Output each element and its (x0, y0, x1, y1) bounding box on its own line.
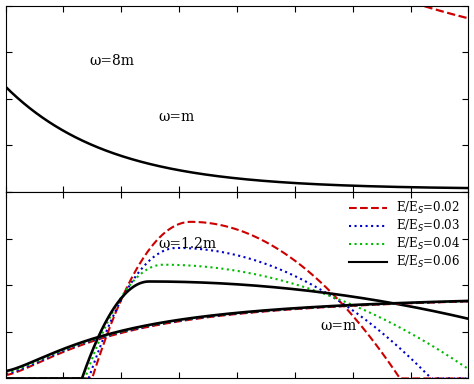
E/E$_S$=0.06 (213, 281, 219, 285)
E/E$_S$=0.04 (313, 288, 319, 293)
E/E$_S$=0.04 (85, 368, 91, 372)
Line: E/E$_S$=0.04: E/E$_S$=0.04 (6, 265, 468, 379)
E/E$_S$=0.04 (3, 376, 9, 381)
E/E$_S$=0.03 (213, 249, 219, 253)
E/E$_S$=0.03 (465, 376, 471, 381)
E/E$_S$=0.06 (276, 285, 282, 290)
Text: ω=m: ω=m (158, 110, 194, 124)
E/E$_S$=0.03 (122, 291, 128, 296)
Text: ω=8m: ω=8m (89, 54, 134, 68)
E/E$_S$=0.06 (147, 279, 153, 284)
E/E$_S$=0.06 (122, 292, 128, 296)
E/E$_S$=0.04 (352, 304, 358, 308)
E/E$_S$=0.04 (161, 262, 166, 267)
E/E$_S$=0.02 (213, 222, 219, 227)
E/E$_S$=0.04 (122, 290, 128, 294)
E/E$_S$=0.03 (276, 267, 282, 271)
Line: E/E$_S$=0.03: E/E$_S$=0.03 (6, 248, 468, 379)
E/E$_S$=0.06 (3, 376, 9, 381)
E/E$_S$=0.03 (313, 285, 319, 289)
Line: E/E$_S$=0.02: E/E$_S$=0.02 (6, 222, 468, 379)
E/E$_S$=0.02 (122, 289, 128, 294)
E/E$_S$=0.06 (85, 360, 91, 364)
E/E$_S$=0.03 (85, 376, 91, 381)
Line: E/E$_S$=0.06: E/E$_S$=0.06 (6, 281, 468, 379)
E/E$_S$=0.02 (276, 248, 282, 252)
E/E$_S$=0.04 (213, 266, 219, 270)
E/E$_S$=0.02 (465, 376, 471, 381)
E/E$_S$=0.06 (313, 289, 319, 294)
E/E$_S$=0.03 (3, 376, 9, 381)
E/E$_S$=0.03 (352, 310, 358, 314)
E/E$_S$=0.02 (352, 316, 358, 321)
E/E$_S$=0.02 (188, 220, 193, 224)
Legend: E/E$_S$=0.02, E/E$_S$=0.03, E/E$_S$=0.04, E/E$_S$=0.06: E/E$_S$=0.02, E/E$_S$=0.03, E/E$_S$=0.04… (346, 198, 463, 272)
Text: ω=1.2m: ω=1.2m (158, 237, 217, 251)
E/E$_S$=0.02 (85, 376, 91, 381)
E/E$_S$=0.04 (276, 278, 282, 282)
E/E$_S$=0.02 (313, 275, 319, 280)
Text: ω=m: ω=m (320, 319, 356, 333)
E/E$_S$=0.06 (465, 316, 471, 321)
E/E$_S$=0.04 (465, 367, 471, 371)
E/E$_S$=0.03 (174, 246, 180, 250)
E/E$_S$=0.02 (3, 376, 9, 381)
E/E$_S$=0.06 (352, 295, 358, 299)
